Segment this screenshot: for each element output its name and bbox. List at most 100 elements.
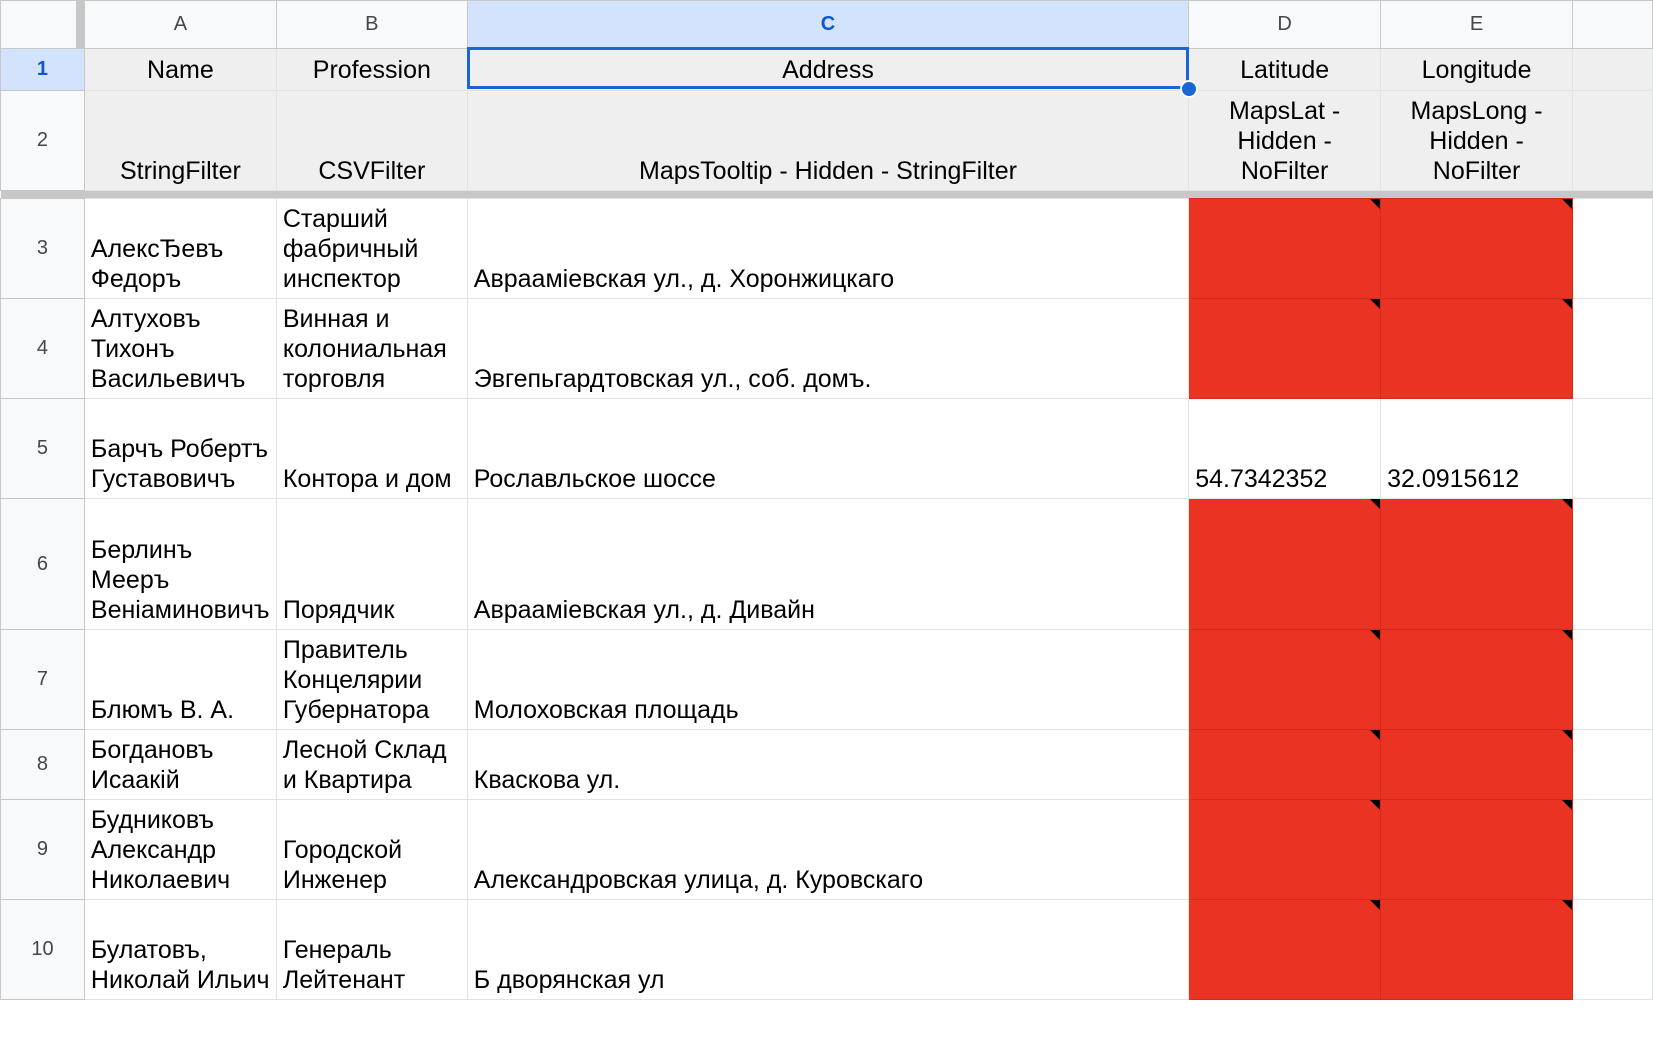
header-cell-address[interactable]: Address — [466, 48, 1190, 91]
empty-cell[interactable] — [1572, 198, 1653, 299]
comment-indicator-icon[interactable] — [1562, 800, 1572, 810]
address-cell[interactable]: Рославльское шоссе — [466, 398, 1190, 499]
name-cell[interactable]: Берлинъ Мееръ Веніаминовичъ — [83, 498, 277, 630]
filter-cell-profession[interactable]: CSVFilter — [275, 90, 468, 191]
address-cell[interactable]: Эвгепьгардтовская ул., соб. домъ. — [466, 298, 1190, 399]
profession-cell[interactable]: Порядчик — [275, 498, 468, 630]
comment-indicator-icon[interactable] — [1370, 199, 1380, 209]
filter-cell-longitude[interactable]: MapsLong - Hidden - NoFilter — [1380, 90, 1574, 191]
column-header-e[interactable]: E — [1380, 0, 1574, 49]
comment-indicator-icon[interactable] — [1370, 730, 1380, 740]
filter-cell-address[interactable]: MapsTooltip - Hidden - StringFilter — [466, 90, 1190, 191]
table-row: 6 Берлинъ Мееръ Веніаминовичъ Порядчик Авра… — [0, 498, 1653, 630]
header-row-2: 2 StringFilter CSVFilter MapsTooltip - H… — [0, 90, 1653, 191]
table-row: 5 Барчъ Робертъ Густавовичъ Контора и дом Р… — [0, 398, 1653, 499]
profession-cell[interactable]: Генераль Лейтенант — [275, 899, 468, 1000]
name-cell[interactable]: Булатовъ, Николай Ильич — [83, 899, 277, 1000]
profession-cell[interactable]: Винная и колониальная торговля — [275, 298, 468, 399]
select-all-corner[interactable] — [0, 0, 85, 49]
filter-cell-latitude[interactable]: MapsLat - Hidden - NoFilter — [1188, 90, 1382, 191]
profession-cell[interactable]: Контора и дом — [275, 398, 468, 499]
header-cell-profession[interactable]: Profession — [275, 48, 468, 91]
latitude-cell[interactable] — [1188, 298, 1382, 399]
empty-cell[interactable] — [1572, 799, 1653, 900]
profession-cell[interactable]: Старший фабричный инспектор — [275, 198, 468, 299]
row-header[interactable]: 10 — [0, 899, 85, 1000]
address-cell[interactable]: Александровская улица, д. Куровскаго — [466, 799, 1190, 900]
address-cell[interactable]: Б дворянская ул — [466, 899, 1190, 1000]
comment-indicator-icon[interactable] — [1562, 199, 1572, 209]
longitude-cell[interactable] — [1380, 198, 1574, 299]
row-header[interactable]: 4 — [0, 298, 85, 399]
profession-cell[interactable]: Лесной Склад и Квартира — [275, 729, 468, 800]
name-cell[interactable]: АлексЂевъ Федоръ — [83, 198, 277, 299]
comment-indicator-icon[interactable] — [1370, 800, 1380, 810]
longitude-cell[interactable] — [1380, 799, 1574, 900]
column-header-b[interactable]: B — [275, 0, 468, 49]
header-cell-longitude[interactable]: Longitude — [1380, 48, 1574, 91]
comment-indicator-icon[interactable] — [1370, 630, 1380, 640]
comment-indicator-icon[interactable] — [1562, 730, 1572, 740]
empty-cell[interactable] — [1572, 398, 1653, 499]
row-header[interactable]: 5 — [0, 398, 85, 499]
row-header[interactable]: 3 — [0, 198, 85, 299]
row-header-2[interactable]: 2 — [0, 90, 85, 191]
column-header-a[interactable]: A — [83, 0, 277, 49]
filter-cell-name[interactable]: StringFilter — [83, 90, 277, 191]
fill-handle[interactable] — [1180, 80, 1198, 98]
column-header-c[interactable]: C — [466, 0, 1190, 49]
row-header[interactable]: 7 — [0, 629, 85, 730]
row-header-1[interactable]: 1 — [0, 48, 85, 91]
comment-indicator-icon[interactable] — [1562, 630, 1572, 640]
row-header[interactable]: 8 — [0, 729, 85, 800]
comment-indicator-icon[interactable] — [1370, 900, 1380, 910]
comment-indicator-icon[interactable] — [1562, 900, 1572, 910]
address-cell[interactable]: Молоховская площадь — [466, 629, 1190, 730]
latitude-cell[interactable] — [1188, 498, 1382, 630]
comment-indicator-icon[interactable] — [1370, 299, 1380, 309]
row-header[interactable]: 9 — [0, 799, 85, 900]
name-cell[interactable]: Будниковъ Александр Николаевич — [83, 799, 277, 900]
latitude-cell[interactable] — [1188, 629, 1382, 730]
filter-cell-f2[interactable] — [1572, 90, 1653, 191]
table-row: 10 Булатовъ, Николай Ильич Генераль Лейтен… — [0, 899, 1653, 1000]
address-cell[interactable]: Кваскова ул. — [466, 729, 1190, 800]
row-header[interactable]: 6 — [0, 498, 85, 630]
longitude-cell[interactable] — [1380, 629, 1574, 730]
frozen-rows-divider[interactable] — [0, 190, 1653, 199]
empty-cell[interactable] — [1572, 629, 1653, 730]
longitude-cell[interactable]: 32.0915612 — [1380, 398, 1574, 499]
latitude-cell[interactable]: 54.7342352 — [1188, 398, 1382, 499]
table-row: 7 Блюмъ В. А. Правитель Концелярии Губерна… — [0, 629, 1653, 730]
empty-cell[interactable] — [1572, 498, 1653, 630]
profession-cell[interactable]: Правитель Концелярии Губернатора — [275, 629, 468, 730]
name-cell[interactable]: Алтуховъ Тихонъ Васильевичъ — [83, 298, 277, 399]
empty-cell[interactable] — [1572, 729, 1653, 800]
latitude-cell[interactable] — [1188, 799, 1382, 900]
address-cell[interactable]: Авраамiевская ул., д. Хоронжицкаго — [466, 198, 1190, 299]
comment-indicator-icon[interactable] — [1562, 299, 1572, 309]
column-header-d[interactable]: D — [1188, 0, 1382, 49]
address-cell[interactable]: Авраамiевская ул., д. Дивайн — [466, 498, 1190, 630]
longitude-cell[interactable] — [1380, 498, 1574, 630]
longitude-cell[interactable] — [1380, 298, 1574, 399]
latitude-cell[interactable] — [1188, 198, 1382, 299]
profession-cell[interactable]: Городской Инженер — [275, 799, 468, 900]
longitude-cell[interactable] — [1380, 729, 1574, 800]
comment-indicator-icon[interactable] — [1370, 499, 1380, 509]
longitude-cell[interactable] — [1380, 899, 1574, 1000]
freeze-handle[interactable] — [75, 1, 84, 48]
table-row: 3 АлексЂевъ Федоръ Старший фабричный инспе… — [0, 198, 1653, 299]
latitude-cell[interactable] — [1188, 729, 1382, 800]
name-cell[interactable]: Богдановъ Исаакій — [83, 729, 277, 800]
name-cell[interactable]: Барчъ Робертъ Густавовичъ — [83, 398, 277, 499]
header-cell-latitude[interactable]: Latitude — [1188, 48, 1382, 91]
latitude-cell[interactable] — [1188, 899, 1382, 1000]
empty-cell[interactable] — [1572, 899, 1653, 1000]
comment-indicator-icon[interactable] — [1562, 499, 1572, 509]
name-cell[interactable]: Блюмъ В. А. — [83, 629, 277, 730]
empty-cell[interactable] — [1572, 298, 1653, 399]
header-cell-name[interactable]: Name — [83, 48, 277, 91]
header-cell-f1[interactable] — [1572, 48, 1653, 91]
column-header-f[interactable] — [1572, 0, 1653, 49]
